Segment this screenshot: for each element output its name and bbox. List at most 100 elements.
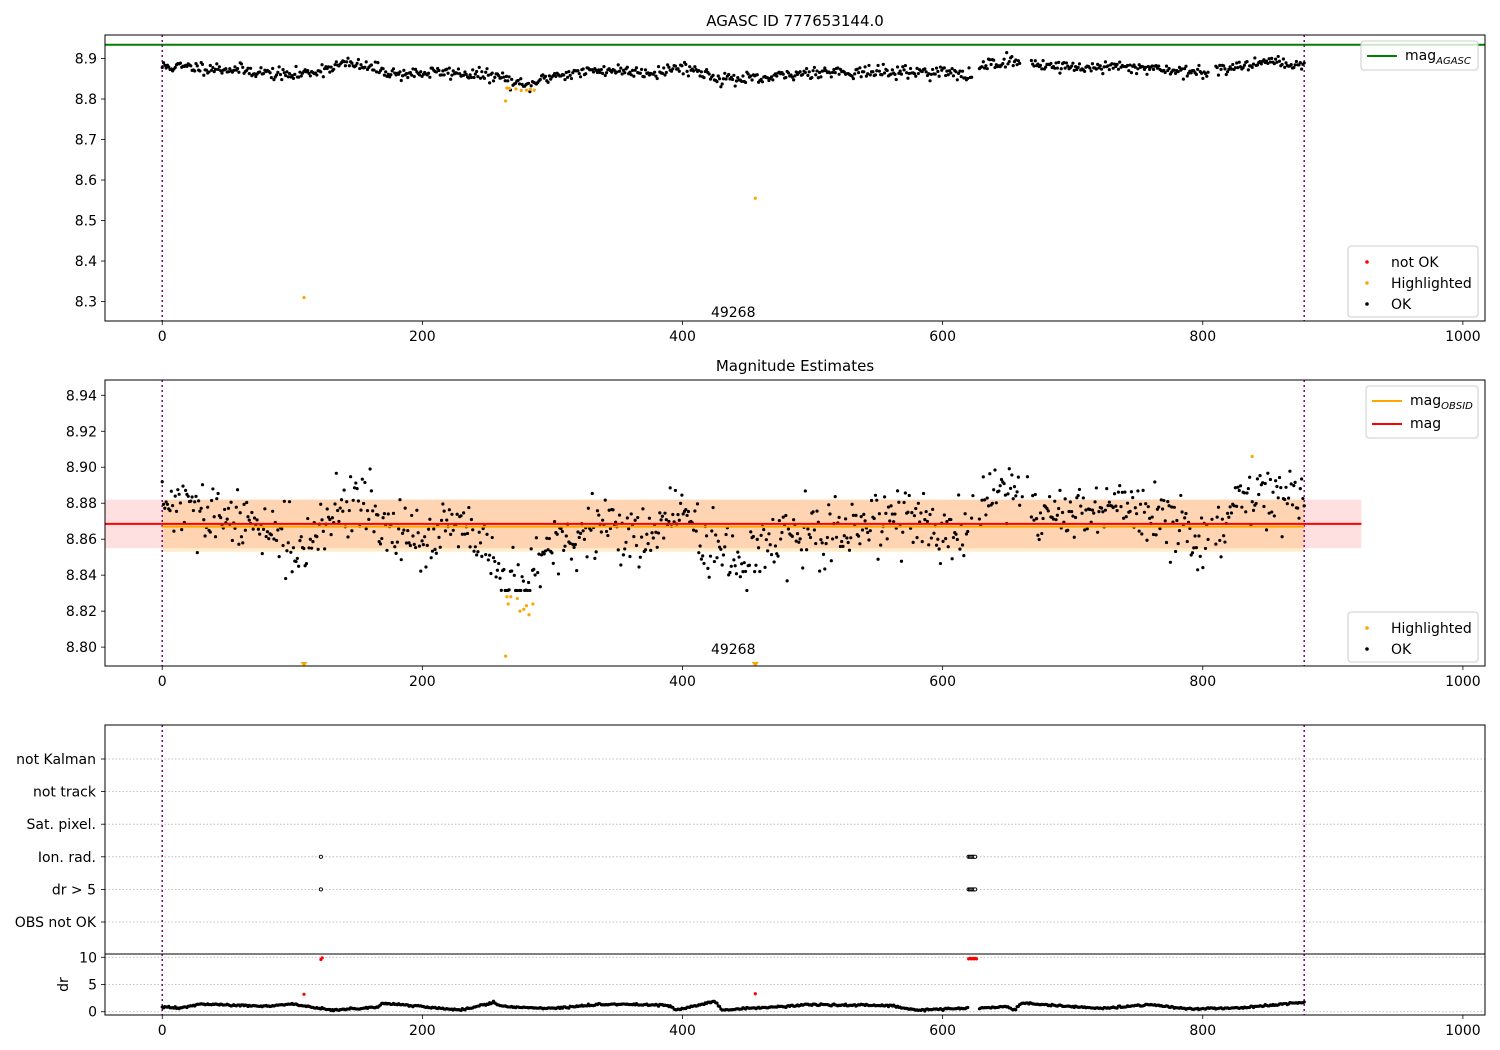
ok-point	[267, 537, 271, 541]
ok-point	[841, 544, 845, 549]
ok-point	[229, 500, 233, 504]
ok-point	[882, 495, 887, 499]
ok-point	[451, 69, 455, 73]
ok-point	[200, 62, 205, 67]
ok-point	[194, 494, 198, 498]
ok-point	[966, 76, 970, 81]
y-tick-label: 8.92	[66, 424, 97, 440]
ok-point	[963, 512, 967, 516]
ok-point	[1145, 72, 1149, 76]
ok-point	[1098, 64, 1102, 68]
ok-point	[460, 532, 464, 536]
ok-point	[1094, 486, 1098, 490]
ok-point	[198, 509, 202, 513]
x-tick-label: 200	[409, 329, 436, 345]
ok-point	[1003, 65, 1007, 69]
ok-point	[663, 511, 667, 515]
ok-point	[1066, 64, 1070, 68]
ok-point	[271, 66, 275, 71]
ok-point	[488, 81, 492, 85]
ok-point	[1141, 488, 1145, 492]
ok-point	[1011, 64, 1015, 68]
ok-point	[758, 569, 762, 574]
ok-point	[959, 75, 963, 79]
ok-point	[406, 528, 410, 533]
ok-point	[951, 535, 956, 540]
ok-point	[711, 506, 715, 510]
ok-point	[469, 75, 474, 80]
ok-point	[1063, 66, 1067, 70]
highlighted-point	[532, 88, 536, 92]
ok-point	[819, 75, 823, 79]
ok-point	[473, 72, 477, 76]
ok-point	[516, 563, 520, 567]
ok-point	[173, 494, 177, 498]
ok-point	[643, 68, 648, 72]
ok-point	[263, 507, 267, 511]
ok-point	[1167, 504, 1171, 508]
ok-point	[1131, 496, 1135, 500]
chart-title: AGASC ID 777653144.0	[706, 12, 884, 30]
ok-point	[916, 71, 920, 76]
ok-point	[1201, 76, 1205, 81]
ok-point	[355, 487, 359, 491]
ok-point	[1176, 542, 1180, 546]
ok-point	[521, 579, 526, 583]
ok-point	[734, 572, 739, 576]
ok-point	[1060, 510, 1065, 515]
ok-point	[816, 76, 820, 80]
ok-point	[268, 71, 272, 75]
ok-point	[1228, 505, 1232, 509]
ok-point	[859, 515, 863, 519]
ok-point	[1201, 566, 1205, 570]
ok-point	[497, 561, 501, 566]
ok-point	[1185, 539, 1189, 544]
ok-point	[245, 500, 249, 505]
ok-point	[942, 513, 946, 517]
ok-point	[759, 533, 763, 537]
ok-point	[220, 71, 224, 75]
ok-point	[1159, 498, 1163, 502]
ok-point	[1029, 515, 1033, 519]
ok-point	[1154, 533, 1158, 537]
highlighted-point	[505, 86, 509, 90]
ok-point	[651, 536, 655, 540]
ok-point	[664, 518, 668, 522]
ok-point	[1279, 486, 1283, 490]
ok-point	[717, 1004, 722, 1009]
ok-point	[828, 512, 832, 516]
ok-point	[811, 510, 815, 514]
ok-point	[1301, 496, 1305, 501]
ok-point	[413, 67, 418, 71]
ok-point	[437, 68, 441, 73]
ok-point	[352, 486, 357, 490]
ok-point	[706, 566, 710, 570]
ok-point	[308, 537, 312, 541]
ok-point	[1163, 70, 1167, 75]
ok-point	[442, 73, 446, 77]
ok-point	[359, 508, 363, 512]
ok-point	[815, 69, 819, 73]
ok-point	[265, 530, 270, 534]
ok-point	[640, 535, 644, 539]
ok-point	[1141, 65, 1145, 69]
ok-point	[1018, 503, 1022, 507]
ok-point	[501, 71, 505, 75]
ok-point	[1177, 529, 1182, 533]
ok-point	[1158, 526, 1162, 531]
ok-point	[1253, 56, 1257, 60]
chart-title: Magnitude Estimates	[716, 357, 874, 375]
ok-point	[1183, 66, 1187, 71]
ok-point	[720, 563, 724, 567]
ok-point	[536, 571, 540, 575]
ok-point	[329, 65, 333, 69]
ok-point	[623, 71, 627, 75]
ok-point	[1090, 508, 1095, 512]
ok-point	[369, 489, 373, 493]
ok-point	[356, 499, 361, 503]
ok-point	[243, 528, 247, 532]
ok-point	[719, 85, 723, 89]
ok-point	[1055, 513, 1059, 517]
ok-point	[755, 537, 759, 541]
ok-point	[1127, 69, 1131, 73]
